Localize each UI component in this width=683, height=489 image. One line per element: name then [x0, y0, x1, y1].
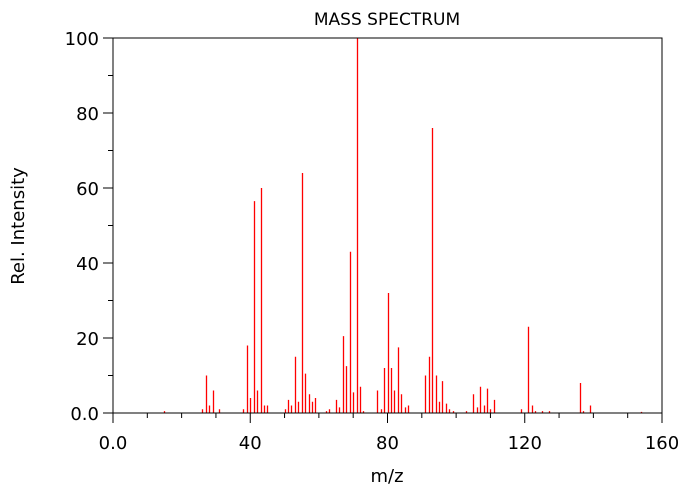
y-tick-label: 80 [76, 104, 99, 125]
x-tick-label: 80 [376, 433, 399, 454]
x-axis: 0.0 40 80 120 160 [99, 413, 679, 454]
y-tick-label: 0.0 [70, 404, 99, 425]
x-tick-label: 120 [508, 433, 542, 454]
y-tick-label: 60 [76, 179, 99, 200]
y-tick-label: 100 [65, 29, 99, 50]
y-axis: 0.0 20 40 60 80 100 [65, 29, 113, 425]
spectrum-peaks [163, 38, 643, 413]
x-tick-label: 0.0 [99, 433, 128, 454]
chart-title: MASS SPECTRUM [314, 10, 460, 30]
x-axis-label: m/z [370, 466, 403, 487]
x-tick-label: 160 [645, 433, 679, 454]
y-tick-label: 20 [76, 329, 99, 350]
plot-frame [112, 37, 663, 414]
x-tick-label: 40 [239, 433, 262, 454]
y-tick-label: 40 [76, 254, 99, 275]
y-axis-label: Rel. Intensity [8, 167, 29, 285]
